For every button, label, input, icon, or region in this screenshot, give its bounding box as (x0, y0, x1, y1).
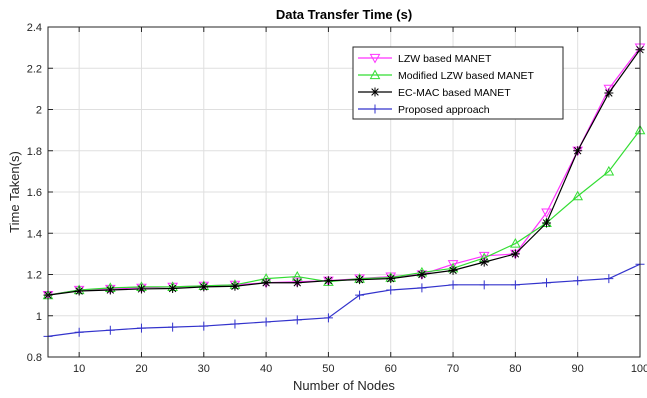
data-point (573, 276, 583, 286)
chart-title: Data Transfer Time (s) (276, 7, 412, 22)
data-point (230, 319, 240, 329)
data-point (292, 278, 302, 288)
y-tick-label: 1.4 (27, 228, 42, 240)
data-point (417, 283, 427, 293)
data-point (74, 286, 84, 296)
data-point (604, 88, 614, 98)
data-point (292, 315, 302, 325)
legend-label: EC-MAC based MANET (398, 87, 511, 99)
y-tick-label: 2.4 (27, 22, 42, 34)
data-point (573, 146, 583, 156)
data-point (417, 270, 427, 279)
series-line (47, 263, 641, 337)
data-point (74, 327, 84, 337)
data-point (447, 260, 459, 270)
y-tick-label: 2 (36, 105, 42, 117)
data-point (510, 280, 520, 290)
data-point (386, 274, 396, 284)
y-tick-label: 1.6 (27, 187, 42, 199)
series-3 (43, 45, 645, 300)
data-point (105, 285, 115, 295)
data-point (105, 325, 115, 335)
data-point (355, 290, 365, 300)
y-tick-label: 0.8 (27, 352, 42, 364)
data-point (542, 218, 552, 228)
legend-label: Proposed approach (398, 104, 490, 116)
x-tick-label: 30 (198, 363, 210, 375)
legend-marker (370, 87, 380, 97)
data-point (199, 282, 209, 292)
legend-label: LZW based MANET (398, 53, 492, 65)
data-point (542, 278, 552, 288)
legend-marker (369, 53, 381, 64)
y-axis-title: Time Taken(s) (7, 151, 22, 233)
data-point (136, 323, 146, 333)
data-point (510, 249, 520, 259)
data-point (510, 238, 521, 248)
legend-box (352, 46, 564, 120)
legend-marker (369, 69, 381, 80)
x-tick-label: 90 (572, 363, 584, 375)
x-tick-label: 70 (447, 363, 459, 375)
data-point (386, 285, 396, 295)
x-tick-label: 50 (322, 363, 334, 375)
data-point (604, 274, 614, 284)
data-point (448, 265, 458, 275)
x-tick-label: 40 (260, 363, 272, 375)
data-point (168, 322, 178, 332)
x-tick-label: 100 (631, 363, 647, 375)
legend-label: Modified LZW based MANET (398, 70, 535, 82)
data-point (168, 284, 178, 294)
x-axis-title: Number of Nodes (293, 378, 395, 393)
data-point (572, 190, 584, 201)
data-point (479, 280, 489, 290)
y-tick-label: 1 (36, 311, 42, 323)
x-tick-label: 60 (385, 363, 397, 375)
legend: LZW based MANET Modified LZW based MANET E… (352, 46, 564, 120)
x-tick-label: 80 (509, 363, 521, 375)
axis-ticks: 10 20 30 40 50 60 70 80 90 100 0.8 1 1.2 1.4 1.6 1.8 2 2.… (27, 22, 647, 375)
data-point (355, 275, 365, 285)
y-tick-label: 1.2 (27, 270, 42, 282)
series-line (47, 49, 641, 296)
legend-marker (370, 104, 380, 114)
data-point (199, 321, 209, 331)
data-point (323, 313, 333, 323)
x-tick-label: 20 (135, 363, 147, 375)
data-point (479, 257, 489, 267)
data-point (230, 281, 240, 291)
x-tick-label: 10 (73, 363, 85, 375)
data-point (541, 208, 552, 219)
y-tick-label: 2.2 (27, 63, 42, 75)
series-group (42, 43, 646, 341)
data-point (136, 284, 146, 294)
data-point (323, 276, 333, 286)
data-point (448, 280, 458, 290)
y-tick-label: 1.8 (27, 146, 42, 158)
data-point (261, 317, 271, 327)
data-point (261, 278, 271, 288)
data-point (603, 165, 615, 176)
